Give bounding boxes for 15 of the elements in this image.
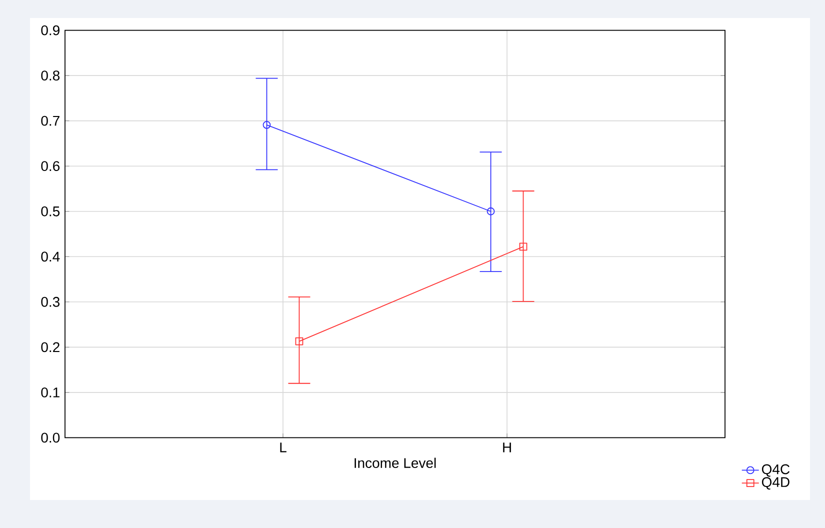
y-tick-label: 0.7 [41, 116, 60, 126]
x-axis-title: Income Level [354, 458, 436, 468]
y-tick-label: 0.4 [41, 252, 60, 262]
y-tick-label: 0.2 [41, 342, 60, 352]
x-tick-label: L [280, 442, 286, 452]
y-tick-label: 0.0 [41, 432, 60, 443]
legend-label: Q4D [762, 477, 790, 490]
x-tick-label: H [503, 442, 511, 452]
y-tick-label: 0.5 [41, 206, 60, 216]
legend-label: Q4C [762, 464, 790, 477]
y-tick-label: 0.8 [41, 70, 60, 81]
y-tick-label: 0.1 [41, 387, 60, 398]
y-tick-label: 0.3 [41, 296, 60, 307]
y-tick-label: 0.6 [41, 161, 60, 172]
y-tick-label: 0.9 [41, 25, 60, 36]
